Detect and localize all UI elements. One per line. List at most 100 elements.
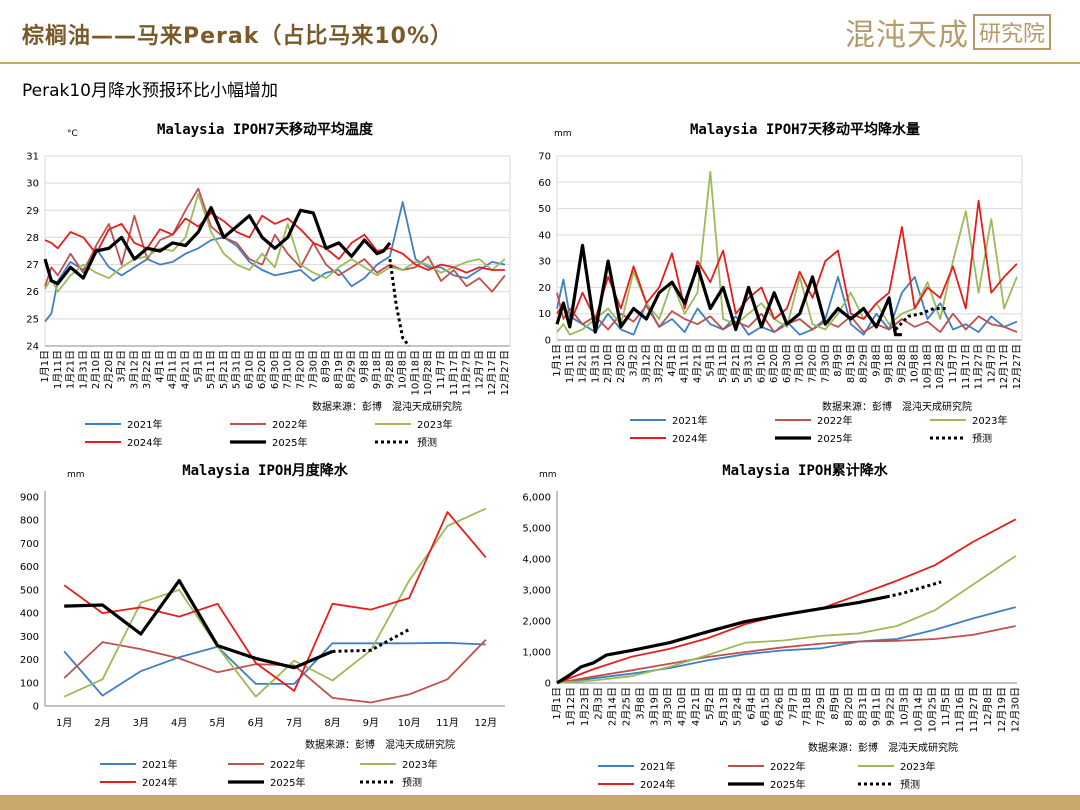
x-tick-label: 7月30日: [819, 344, 831, 383]
legend-label-2024: 2024年: [640, 778, 675, 791]
chart-svg: Malaysia IPOH7天移动平均降水量 mm 0 10 20 30 40 50 60 70 1…: [538, 121, 1023, 445]
x-tick-label: 7月: [286, 717, 302, 729]
x-tick-label: 8月: [324, 717, 340, 729]
x-tick-label: 3月22日: [141, 350, 153, 389]
x-tick-label: 10月28日: [934, 344, 946, 389]
y-tick-label: 24: [26, 342, 39, 353]
x-tick-label: 5月: [209, 717, 225, 729]
x-tick-label: 6月4日: [746, 687, 758, 720]
x-tick-label: 6月26日: [773, 687, 785, 726]
x-tick-label: 1月1日: [39, 350, 51, 383]
x-tick-label: 11月: [436, 717, 459, 729]
y-tick-label: 30: [26, 179, 39, 190]
series-line-forecast: [886, 580, 942, 599]
x-tick-label: 5月13日: [718, 687, 730, 726]
x-tick-label: 4月1日: [154, 350, 166, 383]
chart-temperature: Malaysia IPOH7天移动平均温度 °C 24 25 26 27 28 29 30 31 1…: [0, 112, 540, 452]
chart-rain-7day: Malaysia IPOH7天移动平均降水量 mm 0 10 20 30 40 50 60 70 1…: [538, 112, 1080, 452]
x-tick-label: 10月25日: [926, 687, 938, 732]
series-line-2023: [44, 193, 506, 293]
x-tick-label: 4月10日: [676, 687, 688, 726]
logo: 混沌天成 研究院: [845, 12, 1052, 53]
x-tick-label: 2月25日: [621, 687, 633, 726]
slide-subtitle: Perak10月降水预报环比小幅增加: [22, 81, 278, 101]
x-tick-label: 2月3日: [593, 687, 605, 720]
x-tick-label: 12月: [474, 717, 497, 729]
series-line-2025: [43, 205, 392, 286]
x-tick-label: 10月28日: [422, 350, 434, 395]
y-tick-label: 30: [538, 257, 551, 268]
x-tick-label: 5月1日: [192, 350, 204, 383]
x-tick-label: 5月31日: [231, 350, 243, 389]
x-tick-label: 8月19日: [333, 350, 345, 389]
x-tick-label: 9月22日: [885, 687, 897, 726]
y-tick-label: 400: [20, 609, 39, 620]
page-title: 棕榈油——马来Perak（占比马来10%）: [22, 24, 454, 49]
x-tick-label: 10月18日: [921, 344, 933, 389]
y-tick-label: 5,000: [522, 524, 551, 535]
y-tick-label: 29: [26, 206, 39, 217]
header-bar: 棕榈油——马来Perak（占比马来10%） 混沌天成 研究院: [0, 0, 1080, 62]
x-tick-label: 2月20日: [103, 350, 115, 389]
logo-box: 研究院: [973, 14, 1052, 50]
series-line-forecast: [332, 628, 410, 653]
x-tick-label: 11月27日: [461, 350, 473, 395]
x-tick-label: 3月2日: [116, 350, 128, 383]
x-tick-label: 8月29日: [346, 350, 358, 389]
x-tick-label: 12月30日: [1010, 687, 1022, 732]
x-tick-label: 9月11日: [871, 687, 883, 726]
legend-label-2022: 2022年: [817, 414, 852, 427]
legend-label-2024: 2024年: [142, 776, 177, 789]
x-tick-label: 6月15日: [760, 687, 772, 726]
x-tick-label: 6月10日: [243, 350, 255, 389]
series-line-2022: [63, 639, 487, 704]
chart-cumulative-rain: Malaysia IPOH累计降水 mm 0 1,000 2,000 3,000 4,000…: [522, 455, 1080, 793]
x-tick-label: 11月7日: [947, 344, 959, 383]
x-tick-label: 9月8日: [870, 344, 882, 377]
x-tick-label: 6月: [248, 717, 264, 729]
x-tick-label: 7月20日: [806, 344, 818, 383]
x-tick-label: 5月11日: [205, 350, 217, 389]
x-tick-label: 11月27日: [973, 344, 985, 389]
y-tick-label: 2,000: [522, 617, 551, 628]
x-tick-label: 10月3日: [899, 687, 911, 726]
x-tick-label: 6月30日: [269, 350, 281, 389]
x-tick-label: 1月12日: [565, 687, 577, 726]
y-tick-label: 1,000: [522, 648, 551, 659]
y-tick-label: 26: [26, 287, 39, 298]
series-line-2024: [44, 212, 505, 274]
x-tick-label: 12月27日: [499, 350, 511, 395]
x-tick-label: 1月11日: [564, 344, 576, 383]
x-tick-label: 1月: [56, 717, 72, 729]
legend-label-2022: 2022年: [272, 418, 307, 431]
source-note: 数据来源：彭博 混沌天成研究院: [822, 400, 972, 413]
x-tick-label: 9月18日: [883, 344, 895, 383]
x-tick-label: 5月24日: [732, 687, 744, 726]
y-tick-label: 20: [538, 283, 551, 294]
chart-monthly-rain: Malaysia IPOH月度降水 mm 0 100 200 300 400 500 600 70…: [0, 455, 540, 793]
x-tick-label: 6月20日: [768, 344, 780, 383]
x-tick-label: 1月23日: [579, 687, 591, 726]
x-tick-label: 8月9日: [832, 344, 844, 377]
x-tick-label: 4月1日: [666, 344, 678, 377]
legend-label-forecast: 预测: [900, 778, 920, 791]
chart-title: Malaysia IPOH累计降水: [722, 462, 889, 479]
x-tick-label: 2月20日: [615, 344, 627, 383]
x-tick-label: 7月10日: [794, 344, 806, 383]
x-tick-label: 11月16日: [954, 687, 966, 732]
y-tick-label: 25: [26, 314, 39, 325]
legend-label-2021: 2021年: [640, 760, 675, 773]
x-tick-label: 11月17日: [448, 350, 460, 395]
legend-label-2022: 2022年: [770, 760, 805, 773]
x-tick-label: 1月11日: [52, 350, 64, 389]
x-tick-label: 8月31日: [857, 687, 869, 726]
chart-title: Malaysia IPOH7天移动平均降水量: [690, 121, 920, 138]
x-tick-label: 10月8日: [909, 344, 921, 383]
series-line-2025: [64, 578, 334, 670]
x-tick-label: 3月8日: [634, 687, 646, 720]
y-unit-label: °C: [67, 129, 78, 139]
legend-label-2024: 2024年: [127, 436, 162, 449]
y-tick-label: 600: [20, 562, 39, 573]
y-tick-label: 100: [20, 678, 39, 689]
x-tick-label: 10月18日: [409, 350, 421, 395]
